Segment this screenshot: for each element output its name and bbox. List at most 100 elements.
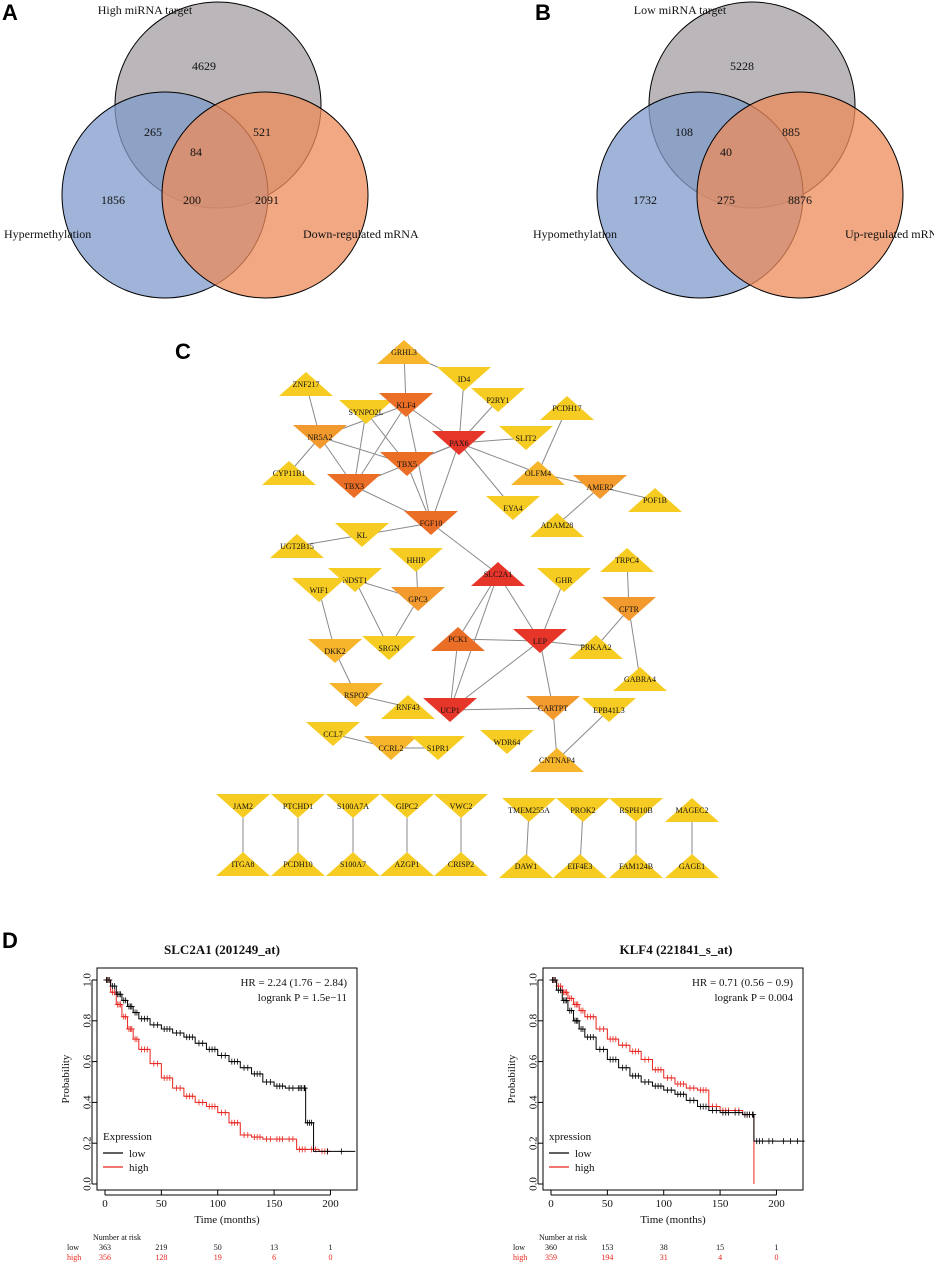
km2-legend-low-label: low bbox=[575, 1148, 592, 1160]
node-s100a7a[interactable]: S100A7A bbox=[326, 794, 380, 818]
node-gabra4[interactable]: GABRA4 bbox=[613, 667, 667, 691]
node-shape-daw1 bbox=[499, 854, 553, 878]
venn-b-region-top-right: 885 bbox=[782, 125, 800, 139]
node-prkaa2[interactable]: PRKAA2 bbox=[569, 635, 623, 659]
km1-ytick-label-5: 1.0 bbox=[82, 973, 94, 987]
km2-logrank-text: logrank P = 0.004 bbox=[714, 992, 793, 1004]
km2-ytick-label-3: 0.6 bbox=[528, 1054, 540, 1068]
node-srgn[interactable]: SRGN bbox=[362, 636, 416, 660]
node-wif1[interactable]: WIF1 bbox=[292, 578, 346, 602]
km1-censor-mark-low-54 bbox=[301, 1085, 308, 1092]
km1-title: SLC2A1 (201249_at) bbox=[164, 942, 280, 957]
node-s1pr1[interactable]: S1PR1 bbox=[411, 736, 465, 760]
km1-censor-mark-low-34 bbox=[222, 1052, 229, 1059]
venn-b-top-label: Low miRNA target bbox=[634, 3, 727, 17]
km1-xtick-label-0: 0 bbox=[102, 1198, 108, 1210]
node-pax6[interactable]: PAX6 bbox=[432, 431, 486, 455]
node-label-nr5a2: NR5A2 bbox=[308, 433, 333, 442]
node-fgf10[interactable]: FGF10 bbox=[404, 511, 458, 535]
node-hhip[interactable]: HHIP bbox=[389, 548, 443, 572]
node-fam124b[interactable]: FAM124B bbox=[609, 854, 663, 878]
node-shape-trpc4 bbox=[600, 548, 654, 572]
node-epb41l3[interactable]: EPB41L3 bbox=[582, 698, 636, 722]
node-rsph10b[interactable]: RSPH10B bbox=[609, 798, 663, 822]
node-gage1[interactable]: GAGE1 bbox=[665, 854, 719, 878]
node-olfm4[interactable]: OLFM4 bbox=[511, 461, 565, 485]
node-ccrl2[interactable]: CCRL2 bbox=[364, 736, 418, 760]
km1-censor-mark-low-59 bbox=[338, 1148, 345, 1155]
node-ugt2b15[interactable]: UGT2B15 bbox=[270, 534, 324, 558]
node-tbx3[interactable]: TBX3 bbox=[327, 474, 381, 498]
node-eya4[interactable]: EYA4 bbox=[486, 496, 540, 520]
node-ghr[interactable]: GHR bbox=[537, 568, 591, 592]
venn-b-right-label: Up-regulated mRNA bbox=[845, 227, 934, 241]
node-pcdh17[interactable]: PCDH17 bbox=[540, 396, 594, 420]
node-pof1b[interactable]: POF1B bbox=[628, 488, 682, 512]
node-gpc3[interactable]: GPC3 bbox=[391, 587, 445, 611]
node-shape-gpc3 bbox=[391, 587, 445, 611]
node-slc2a1[interactable]: SLC2A1 bbox=[471, 562, 525, 586]
node-jam2[interactable]: JAM2 bbox=[216, 794, 270, 818]
node-azgp1[interactable]: AZGP1 bbox=[380, 852, 434, 876]
node-shape-amer2 bbox=[573, 475, 627, 499]
km2-censor-mark-low-4 bbox=[557, 987, 564, 994]
node-trpc4[interactable]: TRPC4 bbox=[600, 548, 654, 572]
node-lep[interactable]: LEP bbox=[513, 629, 567, 653]
node-klf4[interactable]: KLF4 bbox=[379, 393, 433, 417]
node-label-klf4: KLF4 bbox=[396, 401, 415, 410]
node-label-pof1b: POF1B bbox=[643, 496, 667, 505]
node-cartpt[interactable]: CARTPT bbox=[526, 696, 580, 720]
node-p2ry1[interactable]: P2RY1 bbox=[471, 388, 525, 412]
node-label-cntnap4: CNTNAP4 bbox=[539, 756, 575, 765]
node-daw1[interactable]: DAW1 bbox=[499, 854, 553, 878]
node-shape-olfm4 bbox=[511, 461, 565, 485]
node-ptchd1[interactable]: PTCHD1 bbox=[271, 794, 325, 818]
node-amer2[interactable]: AMER2 bbox=[573, 475, 627, 499]
km2-legend-high-label: high bbox=[575, 1162, 595, 1174]
km1-censor-mark-low-9 bbox=[122, 997, 129, 1004]
node-eif4e3[interactable]: EIF4E3 bbox=[553, 854, 607, 878]
km2-risk-title: Number at risk bbox=[539, 1233, 587, 1242]
node-label-gpc3: GPC3 bbox=[408, 595, 428, 604]
node-rspo2[interactable]: RSPO2 bbox=[329, 683, 383, 707]
node-shape-ndst1 bbox=[328, 568, 382, 592]
node-ccl7[interactable]: CCL7 bbox=[306, 722, 360, 746]
node-pck1[interactable]: PCK1 bbox=[431, 627, 485, 651]
node-cyp11b1[interactable]: CYP11B1 bbox=[262, 461, 316, 485]
venn-a-region-top: 4629 bbox=[192, 59, 216, 73]
node-adam28[interactable]: ADAM28 bbox=[530, 513, 584, 537]
node-label-jam2: JAM2 bbox=[233, 802, 253, 811]
node-s100a7[interactable]: S100A7 bbox=[326, 852, 380, 876]
node-nr5a2[interactable]: NR5A2 bbox=[293, 425, 347, 449]
node-dkk2[interactable]: DKK2 bbox=[308, 639, 362, 663]
node-synpo2l[interactable]: SYNPO2L bbox=[339, 400, 393, 424]
node-slit2[interactable]: SLIT2 bbox=[499, 426, 553, 450]
km1-censor-mark-high-29 bbox=[199, 1099, 206, 1106]
km2-censor-mark-high-42 bbox=[703, 1087, 709, 1094]
km2-ylabel: Probability bbox=[506, 1054, 518, 1103]
node-gipc2[interactable]: GIPC2 bbox=[380, 794, 434, 818]
node-ndst1[interactable]: NDST1 bbox=[328, 568, 382, 592]
node-shape-pcdh10 bbox=[271, 852, 325, 876]
node-grhl3[interactable]: GRHL3 bbox=[377, 340, 431, 364]
node-tmem255a[interactable]: TMEM255A bbox=[502, 798, 556, 822]
node-magec2[interactable]: MAGEC2 bbox=[665, 798, 719, 822]
node-id4[interactable]: ID4 bbox=[437, 367, 491, 391]
node-cftr[interactable]: CFTR bbox=[602, 597, 656, 621]
node-tbx5[interactable]: TBX5 bbox=[380, 452, 434, 476]
panel-label-c: C bbox=[175, 339, 191, 364]
node-kl[interactable]: KL bbox=[335, 523, 389, 547]
node-znf217[interactable]: ZNF217 bbox=[279, 372, 333, 396]
node-pcdh10[interactable]: PCDH10 bbox=[271, 852, 325, 876]
node-itga8[interactable]: ITGA8 bbox=[216, 852, 270, 876]
node-crisp2[interactable]: CRISP2 bbox=[434, 852, 488, 876]
node-rnf43[interactable]: RNF43 bbox=[381, 695, 435, 719]
node-ucp1[interactable]: UCP1 bbox=[423, 698, 477, 722]
node-wdr64[interactable]: WDR64 bbox=[480, 730, 534, 754]
node-cntnap4[interactable]: CNTNAP4 bbox=[530, 748, 584, 772]
km1-censor-mark-low-32 bbox=[211, 1046, 218, 1053]
venn-b-region-center: 40 bbox=[720, 145, 732, 159]
node-vwc2[interactable]: VWC2 bbox=[434, 794, 488, 818]
node-prok2[interactable]: PROK2 bbox=[556, 798, 610, 822]
